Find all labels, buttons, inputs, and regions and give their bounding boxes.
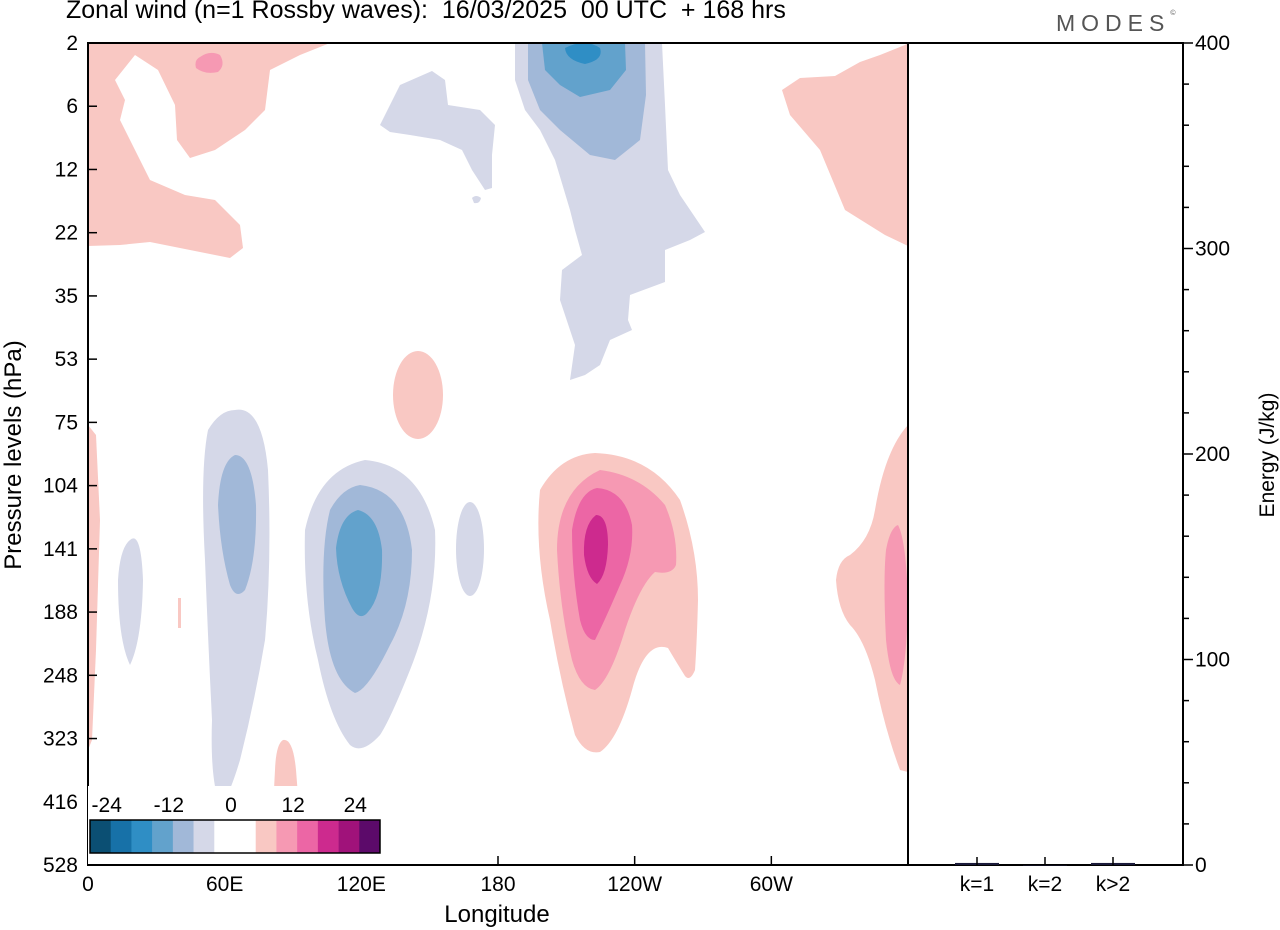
energy-tick-label: 100 [1195,649,1230,672]
brand-logo: MODES© [1056,10,1176,37]
brand-mark: © [1170,10,1176,17]
colorbar-label: 12 [281,794,304,817]
negative-anomaly-contour [218,455,257,594]
y-tick-label: 104 [43,475,78,498]
brand-text: MODES [1056,10,1171,36]
negative-anomaly-contour [472,196,481,204]
energy-category-label: k=2 [1028,873,1062,896]
colorbar-swatch [359,820,381,853]
y-axis-title: Pressure levels (hPa) [0,340,27,569]
positive-anomaly-contour [583,515,608,584]
colorbar-label: -24 [92,794,123,817]
y-tick-label: 35 [55,285,78,308]
longitude-axis: 0 60E 120E 180 120W 60W [82,856,793,896]
colorbar-swatch [193,820,215,853]
colorbar-swatch [338,820,360,853]
x-tick-label: 60E [206,873,243,896]
y-tick-label: 12 [55,158,78,181]
colorbar-swatch [276,820,298,853]
x-tick-label: 60W [750,873,793,896]
colorbar-swatch [110,820,132,853]
y-tick-label: 416 [43,791,78,814]
x-tick-label: 120E [337,873,386,896]
positive-anomaly-contour [178,598,181,628]
y-tick-label: 188 [43,601,78,624]
colorbar-swatch [297,820,319,853]
colorbar-label: 0 [225,794,237,817]
negative-anomaly-contour [565,43,601,64]
x-tick-label: 180 [480,873,515,896]
x-tick-label: 120W [607,873,662,896]
y-tick-label: 141 [43,538,78,561]
energy-category-label: k>2 [1096,873,1130,896]
y-tick-label: 528 [43,854,78,877]
negative-anomaly-contour [380,71,495,190]
y-tick-label: 53 [55,348,78,371]
negative-anomaly-contour [336,510,383,617]
energy-axis-title: Energy (J/kg) [1256,393,1279,518]
y-tick-label: 248 [43,664,78,687]
energy-tick-label: 400 [1195,32,1230,55]
y-tick-label: 75 [55,411,78,434]
energy-category-label: k=1 [960,873,994,896]
colorbar-swatch [152,820,174,853]
positive-anomaly-contour [836,425,908,772]
negative-anomaly-contour [118,538,143,665]
colorbar-label: -12 [154,794,184,817]
x-axis-title: Longitude [444,901,549,928]
x-tick-label: 0 [82,873,94,896]
positive-anomaly-contour [195,52,223,73]
colorbar-swatch [131,820,153,853]
y-tick-label: 2 [66,32,78,55]
y-tick-label: 323 [43,728,78,751]
positive-anomaly-contour [884,525,908,685]
energy-tick-label: 0 [1195,854,1207,877]
chart-title: Zonal wind (n=1 Rossby waves): 16/03/202… [66,0,786,24]
negative-anomaly-contour [456,502,484,596]
colorbar-swatch [214,820,236,853]
colorbar-frame [89,819,381,854]
positive-anomaly-contour [393,351,443,439]
colorbar-swatch [255,820,277,853]
energy-tick-label: 200 [1195,443,1230,466]
negative-anomaly-contour [542,43,626,97]
energy-tick-label: 300 [1195,238,1230,261]
energy-panel-frame [907,42,1184,866]
positive-anomaly-contour [782,43,908,246]
energy-bars: k=1 k=2 k>2 [955,857,1135,896]
colorbar-swatch [235,820,257,853]
positive-anomaly-contour [88,43,330,258]
y-tick-label: 6 [66,95,78,118]
energy-bar [1023,865,1067,866]
colorbar: -24 -12 0 12 24 [88,786,382,864]
energy-axis: 0 100 200 300 400 [1183,32,1230,877]
colorbar-swatch [90,820,112,853]
contour-field [88,43,908,865]
colorbar-swatch [317,820,339,853]
pressure-axis: 2 6 12 22 35 53 75 104 141 188 248 323 416 528 [43,32,97,877]
colorbar-label: 24 [344,794,368,817]
positive-anomaly-contour [88,425,100,750]
colorbar-swatch [172,820,194,853]
y-tick-label: 22 [55,222,78,245]
